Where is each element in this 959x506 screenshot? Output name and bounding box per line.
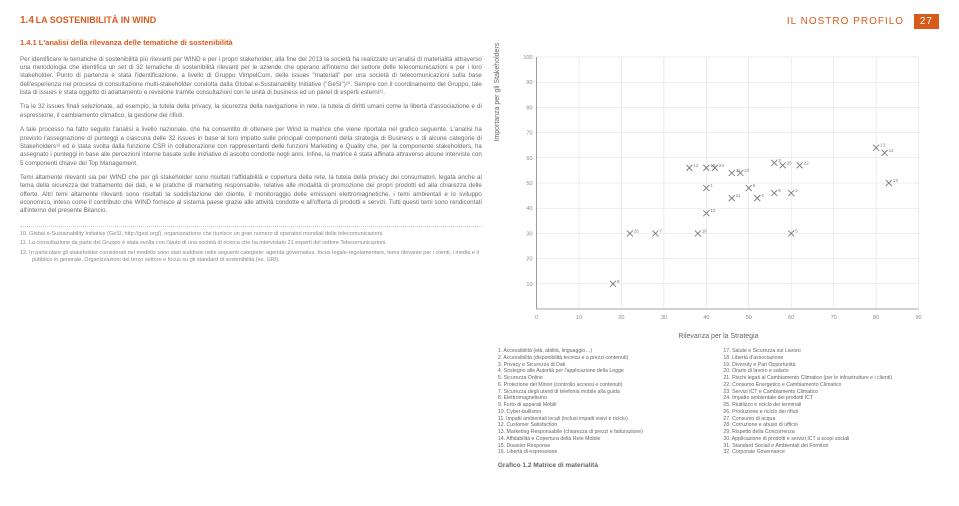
footnote: 11. La consultazione da parte del Gruppo… <box>20 240 482 247</box>
materiality-chart: Importanza per gli Stakeholders 01020304… <box>498 51 939 331</box>
legend-item: 1. Accessibilità (età, abilità, linguagg… <box>498 348 714 355</box>
svg-text:16: 16 <box>702 228 708 233</box>
chart-legend: 1. Accessibilità (età, abilità, linguagg… <box>498 348 939 456</box>
svg-text:90: 90 <box>915 315 921 321</box>
legend-item: 6. Protezione dei Minori (controllo acce… <box>498 382 714 389</box>
svg-text:21: 21 <box>736 193 742 198</box>
legend-item: 9. Furto di apparati Mobili <box>498 402 714 409</box>
legend-item: 28. Corruzione e abuso di ufficio <box>723 422 939 429</box>
body-paragraph: Tra le 32 issues finali selezionate, ad … <box>20 103 482 120</box>
page-header: IL NOSTRO PROFILO 27 <box>498 14 939 29</box>
legend-item: 14. Affidabilità e Copertura della Rete … <box>498 436 714 443</box>
body-paragraph: Temi altamente rilevanti sia per WIND ch… <box>20 174 482 216</box>
svg-text:14: 14 <box>888 148 894 153</box>
svg-text:7: 7 <box>659 228 662 233</box>
svg-text:20: 20 <box>526 257 532 263</box>
legend-item: 32. Corporate Governance <box>723 449 939 456</box>
footnote: 10. Global e-Sustainability Initiative (… <box>20 231 482 238</box>
svg-text:80: 80 <box>526 105 532 111</box>
legend-item: 8. Elettromagnetismo <box>498 395 714 402</box>
x-axis-label: Rilevanza per la Strategia <box>498 333 939 340</box>
legend-item: 22. Consumo Energetico e Cambiamento Cli… <box>723 382 939 389</box>
svg-text:5: 5 <box>795 228 798 233</box>
svg-text:100: 100 <box>523 55 532 61</box>
legend-item: 24. Impatto ambientale dei prodotti ICT <box>723 395 939 402</box>
svg-text:10: 10 <box>576 315 582 321</box>
legend-item: 25. Riutilizzo e riciclo dei terminali <box>723 402 939 409</box>
subsection-title: L'analisi della rilevanza delle tematich… <box>39 38 233 47</box>
chart-caption: Grafico 1.2 Matrice di materialità <box>498 462 939 469</box>
legend-item: 2. Accessibilità (disponibilità tecnica … <box>498 355 714 362</box>
footnote: 12. In particolare gli stakeholder consi… <box>20 250 482 265</box>
y-axis-label: Importanza per gli Stakeholders <box>494 43 501 142</box>
page-number-badge: 27 <box>914 14 939 29</box>
legend-item: 23. Servizi ICT e Cambiamento Climatico <box>723 389 939 396</box>
svg-text:50: 50 <box>746 315 752 321</box>
legend-item: 7. Sicurezza degli utenti di telefonia m… <box>498 389 714 396</box>
legend-item: 21. Rischi legati al Cambiamento Climati… <box>723 375 939 382</box>
legend-item: 4. Sostegno alle Autorità per l'applicaz… <box>498 368 714 375</box>
svg-text:0: 0 <box>535 315 538 321</box>
legend-item: 27. Consumo di acqua <box>723 416 939 423</box>
svg-text:20: 20 <box>618 315 624 321</box>
svg-text:70: 70 <box>526 131 532 137</box>
legend-item: 31. Standard Sociali e Ambientali dei Fo… <box>723 443 939 450</box>
svg-text:13: 13 <box>880 143 886 148</box>
svg-text:4: 4 <box>761 193 764 198</box>
svg-text:70: 70 <box>830 315 836 321</box>
svg-text:9: 9 <box>617 279 620 284</box>
scatter-plot: 0 10 20 30 40 50 60 70 80 90 10 20 30 40 50 60 70 80 90 100… <box>498 51 939 331</box>
legend-item: 30. Applicazione di prodotti e servizi I… <box>723 436 939 443</box>
section-number: 1.4 <box>20 15 34 26</box>
footnotes: 10. Global e-Sustainability Initiative (… <box>20 226 482 265</box>
svg-text:26: 26 <box>634 228 640 233</box>
svg-text:40: 40 <box>526 206 532 212</box>
legend-item: 13. Marketing Responsabile (chiarezza di… <box>498 429 714 436</box>
svg-text:24: 24 <box>719 163 725 168</box>
legend-item: 11. Impatti ambientali locali (inclusi i… <box>498 416 714 423</box>
svg-text:50: 50 <box>526 181 532 187</box>
svg-text:25: 25 <box>787 160 793 165</box>
legend-item: 10. Cyber-bullismo <box>498 409 714 416</box>
svg-text:12: 12 <box>693 163 699 168</box>
svg-text:1: 1 <box>710 183 713 188</box>
legend-item: 26. Produzione e riciclo dei rifiuti <box>723 409 939 416</box>
body-paragraph: Per identificare le tematiche di sosteni… <box>20 56 482 98</box>
subsection-number: 1.4.1 <box>20 38 37 47</box>
svg-text:60: 60 <box>526 156 532 162</box>
legend-item: 19. Diversity e Pari Opportunità <box>723 362 939 369</box>
legend-item: 20. Orario di lavoro e salario <box>723 368 939 375</box>
legend-item: 18. Libertà d'associazione <box>723 355 939 362</box>
legend-item: 29. Rispetto della Concorrenza <box>723 429 939 436</box>
svg-text:13: 13 <box>893 178 899 183</box>
svg-text:8: 8 <box>778 188 781 193</box>
section-title: LA SOSTENIBILITÀ IN WIND <box>36 15 157 25</box>
legend-item: 16. Libertà di espressione <box>498 449 714 456</box>
svg-text:2: 2 <box>795 188 798 193</box>
legend-item: 12. Customer Satisfaction <box>498 422 714 429</box>
svg-text:60: 60 <box>788 315 794 321</box>
svg-text:30: 30 <box>526 231 532 237</box>
header-label: IL NOSTRO PROFILO <box>787 16 904 27</box>
legend-item: 15. Disaster Response <box>498 443 714 450</box>
legend-item: 5. Sicurezza Online <box>498 375 714 382</box>
svg-text:22: 22 <box>804 160 810 165</box>
svg-text:40: 40 <box>703 315 709 321</box>
svg-text:3: 3 <box>778 158 781 163</box>
body-paragraph: A tale processo ha fatto seguito l'anali… <box>20 126 482 168</box>
legend-item: 17. Salute e Sicurezza sul Lavoro <box>723 348 939 355</box>
legend-item: 3. Privacy e Sicurezza di Dati <box>498 362 714 369</box>
svg-text:80: 80 <box>873 315 879 321</box>
svg-text:23: 23 <box>744 168 750 173</box>
svg-text:10: 10 <box>710 208 716 213</box>
svg-text:30: 30 <box>661 315 667 321</box>
svg-text:90: 90 <box>526 80 532 86</box>
svg-text:10: 10 <box>526 282 532 288</box>
svg-text:6: 6 <box>753 183 756 188</box>
